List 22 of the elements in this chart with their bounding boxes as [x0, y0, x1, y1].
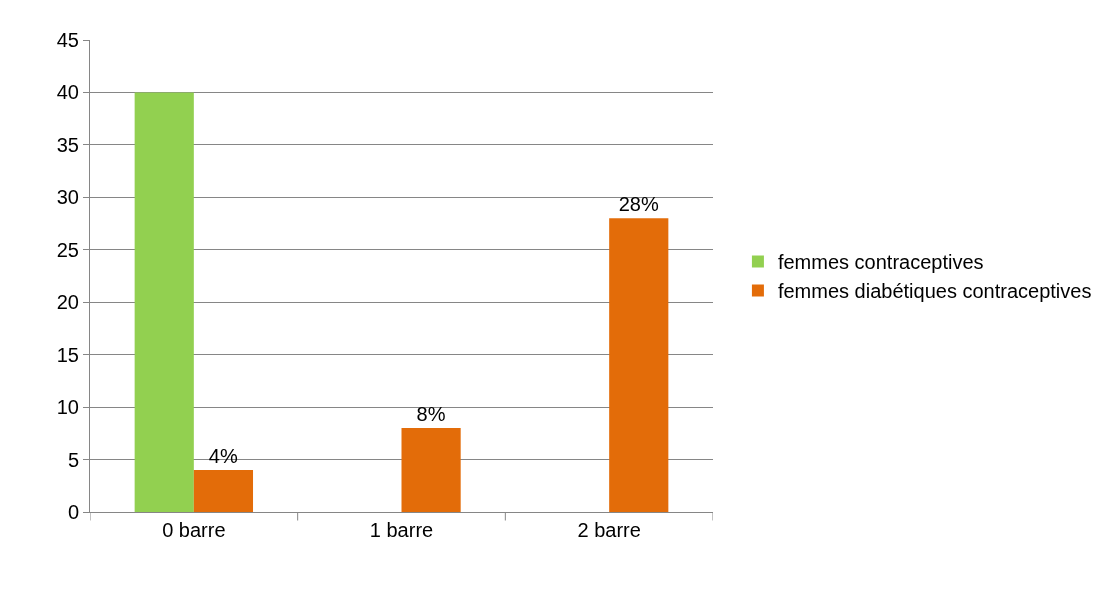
x-tick-label: 1 barre	[369, 519, 434, 541]
bar	[134, 92, 194, 512]
y-tick-label: 0	[67, 501, 79, 523]
bar	[193, 470, 254, 512]
y-tick-label: 35	[56, 133, 79, 156]
legend-label: femmes diabétiques contraceptives	[777, 280, 1092, 303]
data-label: 8%	[416, 403, 446, 426]
y-tick-label: 10	[56, 396, 79, 419]
bar	[609, 218, 669, 512]
data-label: 4%	[208, 445, 238, 468]
x-tick-label: 0 barre	[162, 519, 226, 541]
data-label: 28%	[618, 193, 659, 216]
bar	[401, 428, 461, 512]
y-tick-label: 20	[56, 291, 79, 314]
y-tick-label: 30	[56, 186, 79, 209]
y-tick-label: 25	[56, 238, 79, 261]
x-tick-label: 2 barre	[577, 519, 641, 541]
y-tick-label: 40	[56, 81, 79, 104]
y-tick-label: 45	[56, 29, 79, 51]
legend-label: femmes contraceptives	[777, 251, 984, 274]
y-tick-label: 5	[67, 448, 79, 471]
y-tick-label: 15	[56, 343, 79, 366]
